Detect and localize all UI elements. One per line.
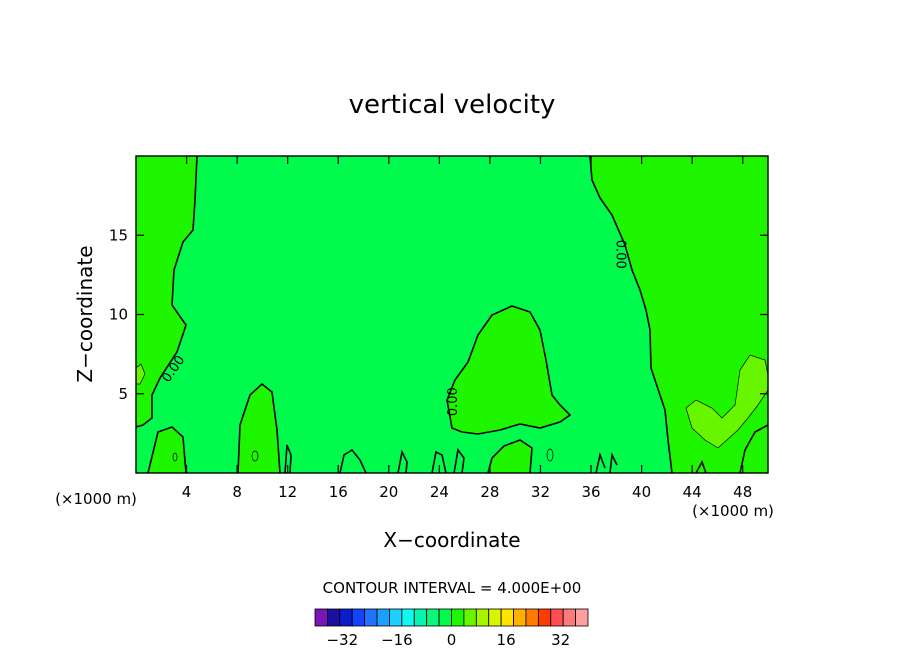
colorbar-tick-label: −16 (381, 631, 413, 649)
plot-area: 0.000.000.00 (136, 156, 768, 473)
contour-interval-label: CONTOUR INTERVAL = 4.000E+00 (323, 579, 582, 597)
colorbar-swatch (451, 608, 465, 627)
colorbar-swatch (413, 608, 428, 627)
x-axis-label: X−coordinate (383, 528, 520, 552)
colorbar-swatch (389, 608, 403, 627)
colorbar-swatch (475, 608, 490, 627)
x-tick-label: 24 (430, 483, 449, 501)
zero-contour-right (589, 156, 673, 473)
colorbar-swatch (562, 608, 576, 627)
zero-contour-small-9 (695, 460, 707, 473)
x-tick-label: 4 (182, 483, 192, 501)
positive-region-bump3 (488, 440, 532, 473)
strong-region-right (686, 355, 768, 448)
colorbar-swatch (525, 608, 539, 627)
y-tick-label: 5 (118, 385, 128, 403)
zero-contour-small-5 (595, 452, 606, 473)
positive-region-right (590, 156, 768, 473)
contour-label: 0.00 (612, 240, 627, 269)
x-tick-label: 20 (379, 483, 398, 501)
x-tick-label: 28 (480, 483, 499, 501)
colorbar: −32 −16 0 16 32 (314, 608, 589, 649)
chart-title: vertical velocity (349, 90, 556, 120)
zero-contour-small-7 (284, 444, 292, 473)
colorbar-swatch (327, 608, 341, 627)
thin-contour-left (136, 363, 146, 385)
colorbar-swatch (364, 608, 378, 627)
zero-contour-bump3 (487, 439, 533, 473)
zero-contour-center (446, 305, 572, 435)
x-tick-label: 8 (232, 483, 242, 501)
zero-contour-small-6 (609, 452, 618, 473)
y-axis-label: Z−coordinate (73, 245, 97, 382)
zero-contour-small-4 (453, 448, 465, 473)
contour-lines (136, 156, 768, 473)
y-tick-label: 10 (109, 306, 128, 324)
positive-region-bump1 (238, 384, 280, 473)
zero-contour-small-3 (431, 450, 447, 473)
x-tick-label: 32 (531, 483, 550, 501)
colorbar-tick-label: −32 (326, 631, 358, 649)
x-unit-left: (×1000 m) (55, 490, 137, 508)
zero-contour-small-1 (339, 448, 367, 473)
x-tick-label: 12 (278, 483, 297, 501)
colorbar-swatch (513, 608, 527, 627)
zero-contour-bump1 (237, 382, 281, 473)
colorbar-swatch (351, 608, 366, 627)
thin-contour-blob-2 (172, 452, 178, 462)
x-tick-label: 36 (581, 483, 600, 501)
x-tick-label: 44 (683, 483, 702, 501)
colorbar-swatch (537, 608, 552, 627)
colorbar-swatch (438, 608, 452, 627)
colorbar-swatch (488, 608, 502, 627)
zero-contour-small-2 (397, 449, 408, 473)
zero-contour-bump2 (147, 426, 187, 473)
colorbar-tick-label: 32 (551, 631, 570, 649)
colorbar-swatch (314, 608, 328, 627)
y-tick-label: 15 (109, 226, 128, 244)
x-unit-right: (×1000 m) (692, 502, 774, 520)
thin-contour-right (685, 354, 768, 449)
colorbar-swatch (426, 608, 440, 627)
zero-contour-left (136, 156, 198, 428)
thin-contours (136, 354, 768, 462)
colorbar-swatch (500, 608, 514, 627)
x-tick-label: 16 (329, 483, 348, 501)
colorbar-swatch (575, 608, 589, 627)
thin-contour-blob-1 (251, 450, 259, 462)
zero-contour-small-8 (739, 424, 768, 473)
colorbar-tick-label: 0 (447, 631, 457, 649)
colorbar-swatch (376, 608, 390, 627)
positive-region-left (136, 156, 197, 427)
colorbar-swatch (401, 608, 415, 627)
positive-region-center (447, 306, 570, 434)
colorbar-swatch (463, 608, 477, 627)
contour-label: 0.00 (446, 387, 461, 416)
colorbar-swatch (339, 608, 353, 627)
x-tick-label: 40 (632, 483, 651, 501)
colorbar-tick-label: 16 (497, 631, 516, 649)
thin-contour-blob-3 (546, 448, 554, 462)
x-tick-label: 48 (733, 483, 752, 501)
colorbar-swatch (550, 608, 564, 627)
positive-region-bump2 (148, 427, 186, 473)
